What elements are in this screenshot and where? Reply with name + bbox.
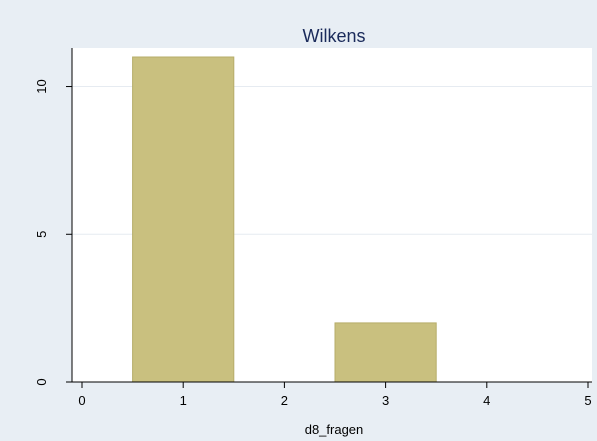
x-tick-label: 5 bbox=[584, 393, 591, 408]
x-axis-ticks: 0 1 2 3 4 5 bbox=[78, 382, 592, 408]
y-tick-label: 10 bbox=[34, 79, 49, 93]
x-tick-label: 2 bbox=[281, 393, 288, 408]
bar bbox=[132, 56, 235, 383]
x-tick-label: 0 bbox=[78, 393, 85, 408]
bar bbox=[334, 322, 437, 383]
y-tick-label: 0 bbox=[34, 378, 49, 385]
y-axis-ticks: 0 5 10 bbox=[34, 79, 72, 386]
chart-title: Wilkens bbox=[302, 26, 365, 46]
x-tick-label: 1 bbox=[180, 393, 187, 408]
x-tick-label: 3 bbox=[382, 393, 389, 408]
bars bbox=[132, 56, 437, 383]
x-tick-label: 4 bbox=[483, 393, 490, 408]
y-tick-label: 5 bbox=[34, 231, 49, 238]
x-axis-label: d8_fragen bbox=[305, 422, 364, 437]
